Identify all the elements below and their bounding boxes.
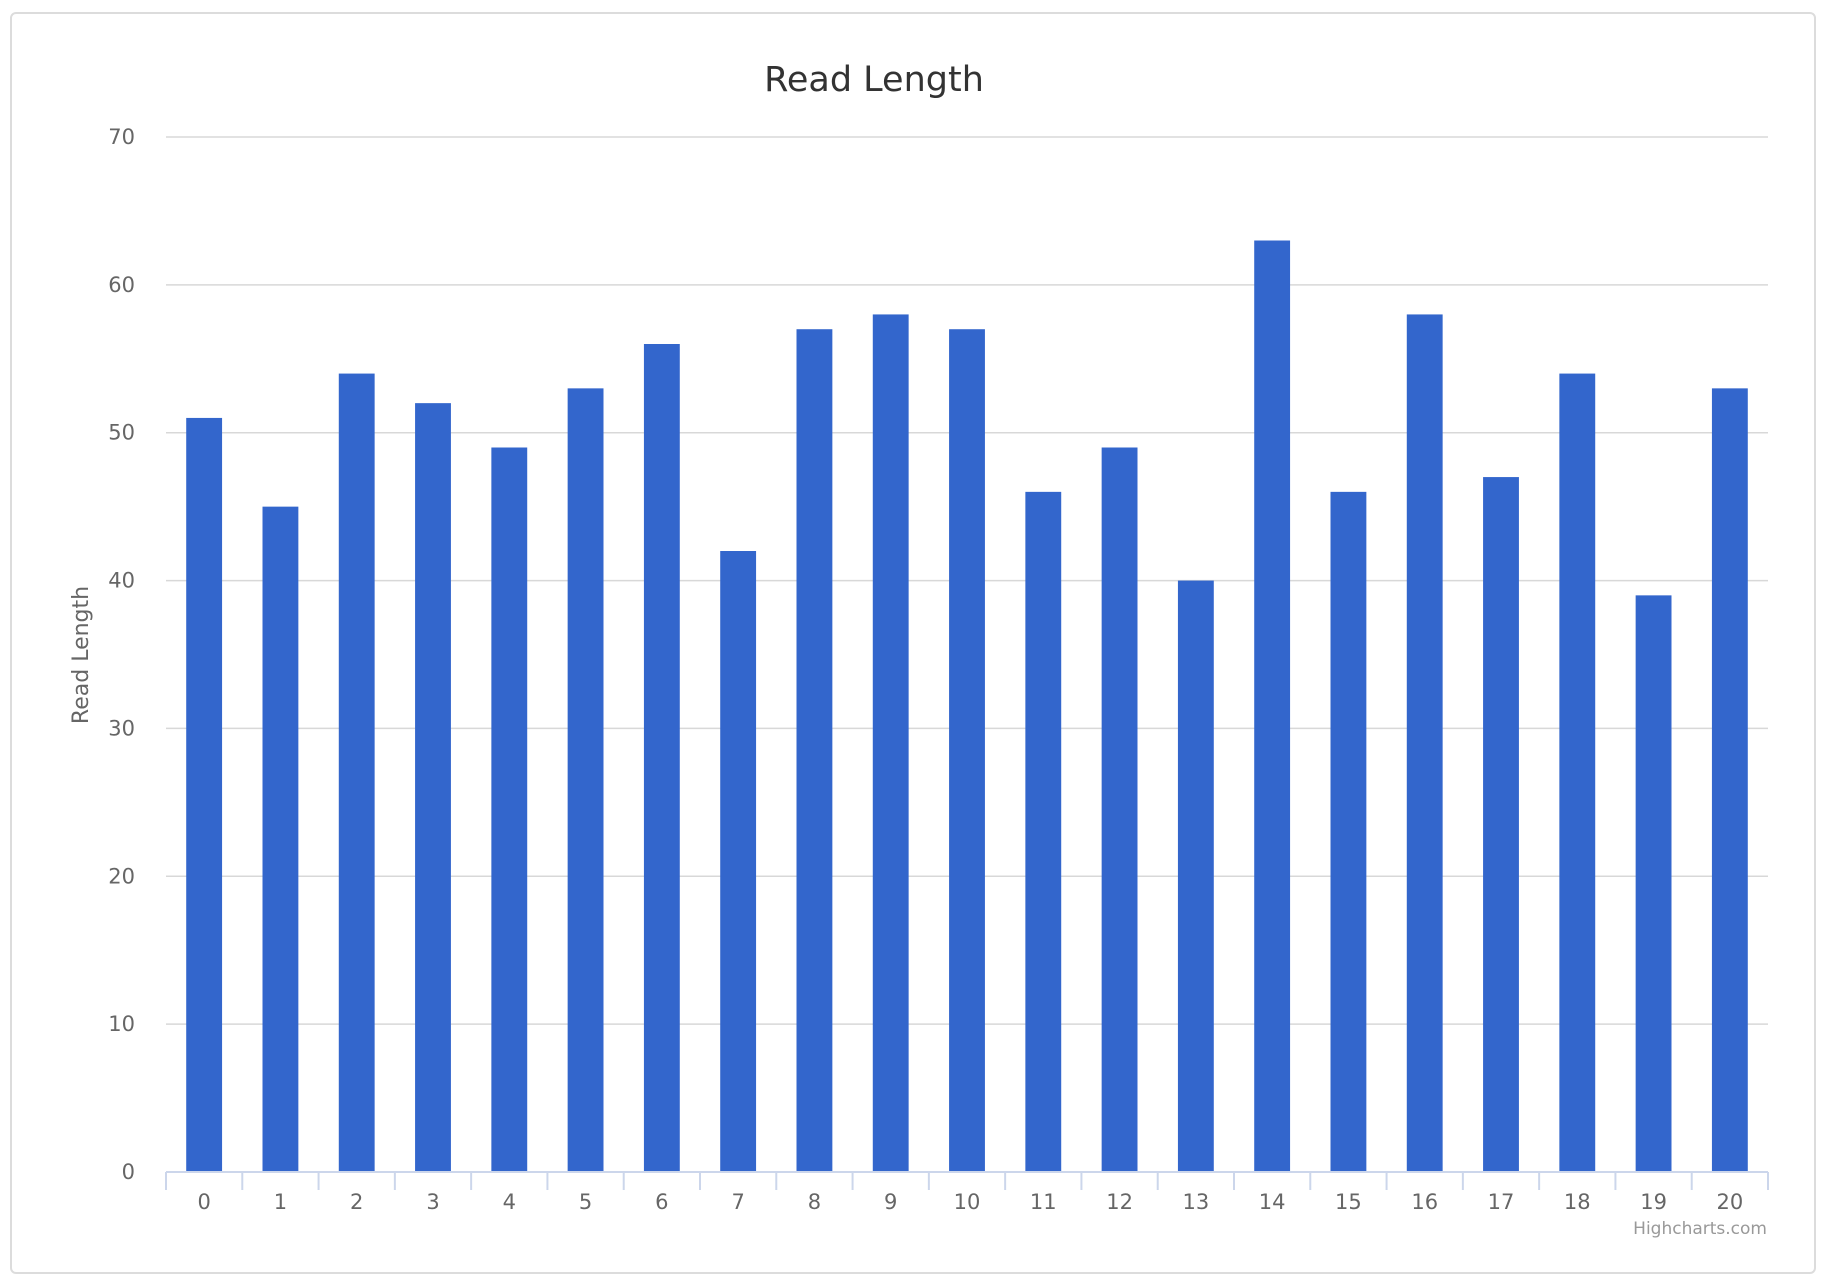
x-tick-label: 14 bbox=[1259, 1190, 1286, 1214]
bar[interactable] bbox=[1177, 580, 1214, 1172]
x-tick-label: 1 bbox=[274, 1190, 287, 1214]
bar[interactable] bbox=[1406, 314, 1443, 1172]
y-tick-label: 20 bbox=[108, 864, 135, 888]
bar[interactable] bbox=[796, 329, 833, 1172]
x-tick-label: 13 bbox=[1182, 1190, 1209, 1214]
credits-link[interactable]: Highcharts.com bbox=[1633, 1219, 1767, 1239]
x-tick-label: 6 bbox=[655, 1190, 668, 1214]
x-axis-tick-labels: 0 1 2 3 4 5 6 7 8 9 10 11 12 13 14 15 16 17 18 19 20 bbox=[197, 1190, 1743, 1214]
bar[interactable] bbox=[1330, 491, 1367, 1172]
y-tick-label: 50 bbox=[108, 421, 135, 445]
y-tick-label: 10 bbox=[108, 1012, 135, 1036]
y-tick-label: 30 bbox=[108, 716, 135, 740]
x-tick-label: 15 bbox=[1335, 1190, 1362, 1214]
bar[interactable] bbox=[949, 329, 985, 1172]
y-tick-label: 40 bbox=[108, 569, 135, 593]
x-tick-label: 3 bbox=[426, 1190, 439, 1214]
x-tick-label: 11 bbox=[1030, 1190, 1057, 1214]
bar[interactable] bbox=[415, 403, 451, 1173]
x-tick-label: 19 bbox=[1640, 1190, 1667, 1214]
x-tick-label: 5 bbox=[579, 1190, 592, 1214]
x-tick-label: 18 bbox=[1564, 1190, 1591, 1214]
bar[interactable] bbox=[720, 551, 757, 1172]
x-tick-label: 7 bbox=[731, 1190, 744, 1214]
y-tick-label: 70 bbox=[108, 125, 135, 149]
bar[interactable] bbox=[1483, 477, 1519, 1173]
x-tick-label: 2 bbox=[350, 1190, 363, 1214]
bar[interactable] bbox=[338, 373, 375, 1173]
x-tick-label: 12 bbox=[1106, 1190, 1133, 1214]
x-axis bbox=[165, 1171, 1769, 1190]
bar[interactable] bbox=[186, 417, 223, 1172]
bar[interactable] bbox=[872, 314, 909, 1172]
chart-title: Read Length bbox=[764, 60, 984, 100]
bar[interactable] bbox=[262, 506, 299, 1173]
bars bbox=[186, 240, 1748, 1173]
x-tick-label: 8 bbox=[808, 1190, 821, 1214]
bar[interactable] bbox=[643, 344, 680, 1172]
bar[interactable] bbox=[1711, 388, 1748, 1172]
y-tick-label: 0 bbox=[122, 1160, 135, 1184]
bar[interactable] bbox=[1635, 595, 1672, 1172]
y-tick-label: 60 bbox=[108, 273, 135, 297]
x-tick-label: 10 bbox=[954, 1190, 981, 1214]
x-tick-label: 17 bbox=[1488, 1190, 1515, 1214]
bar[interactable] bbox=[491, 447, 528, 1173]
x-tick-label: 0 bbox=[197, 1190, 210, 1214]
x-tick-label: 4 bbox=[503, 1190, 516, 1214]
x-tick-label: 9 bbox=[884, 1190, 897, 1214]
bar[interactable] bbox=[1254, 240, 1291, 1173]
bar[interactable] bbox=[1025, 491, 1062, 1172]
x-tick-label: 16 bbox=[1411, 1190, 1438, 1214]
y-axis-tick-labels: 0 10 20 30 40 50 60 70 bbox=[108, 125, 135, 1184]
x-tick-label: 20 bbox=[1716, 1190, 1743, 1214]
bar[interactable] bbox=[1559, 373, 1596, 1173]
bar[interactable] bbox=[1101, 447, 1138, 1173]
y-axis-title: Read Length bbox=[69, 586, 94, 724]
bar[interactable] bbox=[567, 388, 604, 1172]
